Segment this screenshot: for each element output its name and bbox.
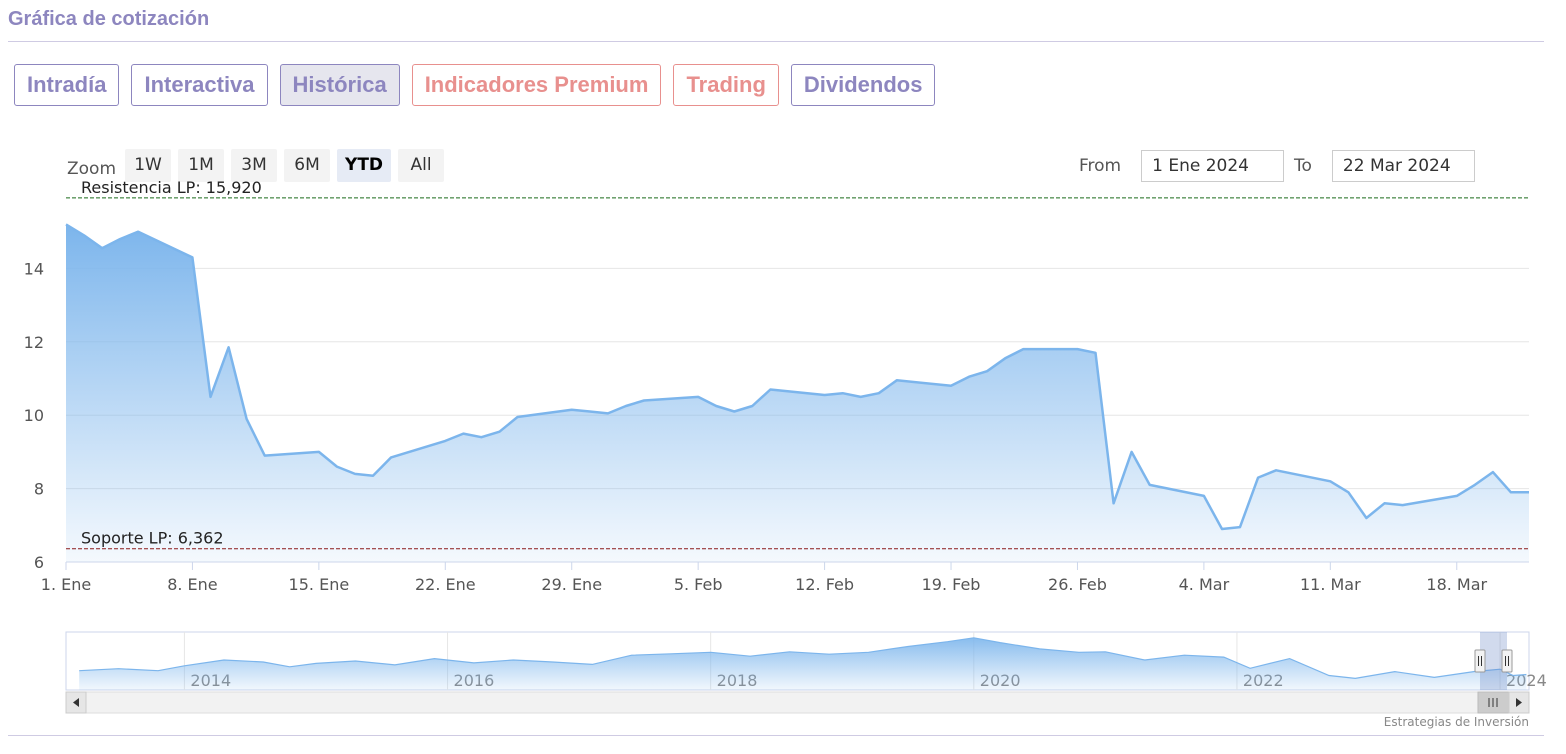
x-tick-label: 5. Feb xyxy=(674,575,723,594)
x-tick-label: 11. Mar xyxy=(1300,575,1361,594)
range-from-label: From xyxy=(1079,156,1122,176)
y-tick-label: 14 xyxy=(24,259,44,278)
y-tick-label: 12 xyxy=(24,333,44,352)
x-tick-label: 12. Feb xyxy=(795,575,854,594)
scrollbar-track xyxy=(65,691,1530,714)
chart-tabs: Intradía Interactiva Histórica Indicador… xyxy=(14,64,936,106)
tab-historica[interactable]: Histórica xyxy=(279,64,400,106)
scroll-right-icon xyxy=(1516,698,1522,707)
resistance-label: Resistencia LP: 15,920 xyxy=(81,178,262,197)
tab-interactiva[interactable]: Interactiva xyxy=(131,64,268,106)
zoom-6m-button[interactable]: 6M xyxy=(284,149,331,182)
x-tick-label: 8. Ene xyxy=(167,575,217,594)
y-tick-label: 8 xyxy=(34,480,44,499)
x-tick-label: 18. Mar xyxy=(1426,575,1487,594)
range-from-input[interactable]: 1 Ene 2024 xyxy=(1141,150,1285,182)
y-tick-label: 6 xyxy=(34,553,44,572)
range-to-input[interactable]: 22 Mar 2024 xyxy=(1331,150,1475,182)
range-to: To 22 Mar 2024 xyxy=(1294,150,1475,182)
x-tick-label: 1. Ene xyxy=(41,575,91,594)
tab-intradia[interactable]: Intradía xyxy=(14,64,120,106)
range-from: From 1 Ene 2024 xyxy=(1079,150,1285,182)
zoom-selector: Zoom 1W 1M 3M 6M YTD All xyxy=(67,149,445,182)
navigator-area xyxy=(79,637,1527,690)
x-tick-label: 4. Mar xyxy=(1179,575,1230,594)
navigator-handle-left[interactable] xyxy=(1474,649,1486,673)
navigator-handle-right[interactable] xyxy=(1501,649,1513,673)
zoom-3m-button[interactable]: 3M xyxy=(231,149,278,182)
x-tick-label: 22. Ene xyxy=(415,575,476,594)
y-tick-label: 10 xyxy=(24,406,44,425)
page-title: Gráfica de cotización xyxy=(8,8,210,30)
x-tick-label: 19. Feb xyxy=(922,575,981,594)
range-to-label: To xyxy=(1294,156,1312,176)
zoom-ytd-button[interactable]: YTD xyxy=(337,149,392,182)
bottom-divider xyxy=(8,735,1544,736)
title-divider xyxy=(8,41,1544,42)
zoom-1w-button[interactable]: 1W xyxy=(125,149,172,182)
series-line xyxy=(65,223,1529,531)
chart-credit[interactable]: Estrategias de Inversión xyxy=(1383,715,1529,729)
x-tick-label: 26. Feb xyxy=(1048,575,1107,594)
navigator-line xyxy=(79,637,1527,680)
tab-dividendos[interactable]: Dividendos xyxy=(790,64,936,106)
tab-indicadores-premium[interactable]: Indicadores Premium xyxy=(411,64,662,106)
support-label: Soporte LP: 6,362 xyxy=(81,529,224,548)
zoom-1m-button[interactable]: 1M xyxy=(178,149,225,182)
x-tick-label: 15. Ene xyxy=(289,575,350,594)
scroll-left-icon xyxy=(73,698,79,707)
x-tick-label: 29. Ene xyxy=(541,575,602,594)
tab-trading[interactable]: Trading xyxy=(673,64,779,106)
zoom-label: Zoom xyxy=(67,158,117,179)
zoom-all-button[interactable]: All xyxy=(398,149,445,182)
